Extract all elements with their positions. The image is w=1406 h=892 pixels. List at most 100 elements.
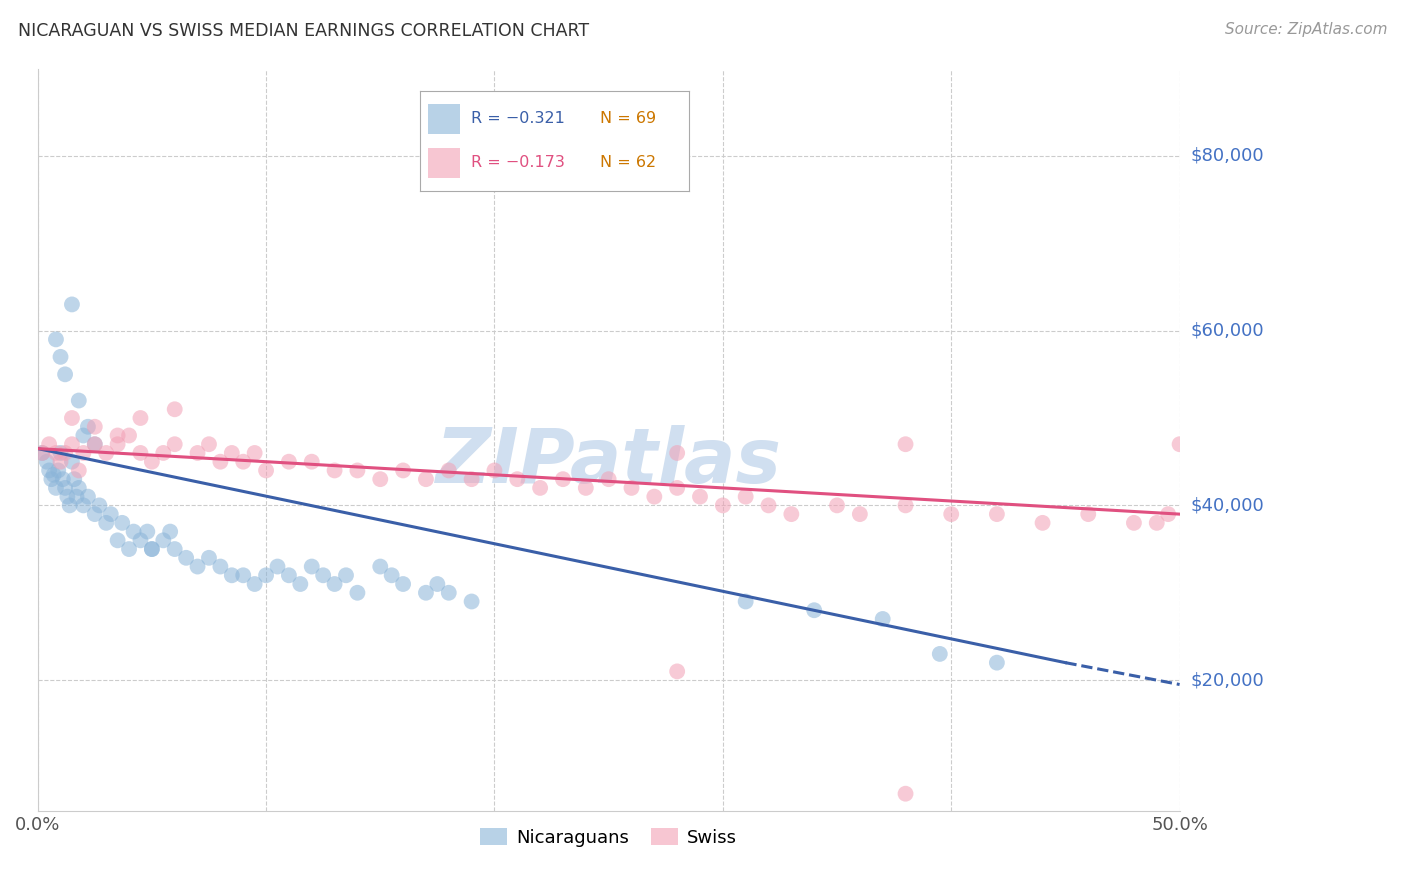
Point <box>894 787 917 801</box>
Point <box>67 463 90 477</box>
Point <box>232 568 254 582</box>
Point <box>53 481 76 495</box>
Point <box>46 463 69 477</box>
Point <box>894 437 917 451</box>
Text: ZIPatlas: ZIPatlas <box>436 425 782 500</box>
Point <box>159 524 181 539</box>
Point <box>198 437 221 451</box>
Point <box>31 446 53 460</box>
Point <box>243 577 266 591</box>
Point <box>38 437 60 451</box>
Point <box>301 559 323 574</box>
Point <box>53 368 76 382</box>
Point <box>52 472 75 486</box>
Point <box>187 559 209 574</box>
Point <box>529 481 551 495</box>
Point <box>129 533 152 548</box>
Point <box>122 524 145 539</box>
Point <box>96 446 118 460</box>
Point <box>67 393 90 408</box>
Point <box>1122 516 1144 530</box>
Point <box>426 577 449 591</box>
Point <box>60 437 83 451</box>
Point <box>643 490 665 504</box>
Point <box>63 472 86 486</box>
Point <box>163 402 186 417</box>
Text: NICARAGUAN VS SWISS MEDIAN EARNINGS CORRELATION CHART: NICARAGUAN VS SWISS MEDIAN EARNINGS CORR… <box>18 22 589 40</box>
Point <box>118 542 141 557</box>
Legend: Nicaraguans, Swiss: Nicaraguans, Swiss <box>472 821 744 855</box>
Point <box>323 463 346 477</box>
Point <box>392 577 415 591</box>
Point <box>392 463 415 477</box>
Point <box>111 516 134 530</box>
Point <box>415 472 437 486</box>
Point <box>1146 516 1168 530</box>
Point <box>141 542 163 557</box>
Point <box>83 437 105 451</box>
Text: $20,000: $20,000 <box>1191 671 1264 690</box>
Point <box>460 594 482 608</box>
Point <box>1157 507 1180 521</box>
Point <box>67 481 90 495</box>
Point <box>49 446 72 460</box>
Point <box>666 446 689 460</box>
Point <box>107 437 129 451</box>
Point <box>31 446 53 460</box>
Point <box>734 490 756 504</box>
Point <box>551 472 574 486</box>
Point <box>174 550 197 565</box>
Point <box>209 455 232 469</box>
Point <box>100 507 122 521</box>
Point <box>72 428 94 442</box>
Text: Source: ZipAtlas.com: Source: ZipAtlas.com <box>1225 22 1388 37</box>
Point <box>335 568 357 582</box>
Point <box>89 499 111 513</box>
Point <box>152 533 174 548</box>
Point <box>803 603 825 617</box>
Point <box>35 455 58 469</box>
Point <box>53 446 76 460</box>
Point <box>346 586 368 600</box>
Point <box>209 559 232 574</box>
Point <box>941 507 963 521</box>
Point <box>872 612 894 626</box>
Point <box>484 463 506 477</box>
Point <box>163 437 186 451</box>
Point <box>77 490 100 504</box>
Text: $60,000: $60,000 <box>1191 322 1264 340</box>
Point <box>825 499 848 513</box>
Point <box>254 463 277 477</box>
Point <box>437 463 460 477</box>
Point <box>136 524 159 539</box>
Point <box>65 490 87 504</box>
Point <box>986 507 1008 521</box>
Point <box>506 472 529 486</box>
Point <box>141 542 163 557</box>
Point <box>83 419 105 434</box>
Point <box>60 455 83 469</box>
Point <box>415 586 437 600</box>
Point <box>221 568 243 582</box>
Point <box>45 332 67 346</box>
Point <box>666 665 689 679</box>
Point <box>323 577 346 591</box>
Point <box>277 455 299 469</box>
Point <box>107 428 129 442</box>
Point <box>780 507 803 521</box>
Point <box>928 647 950 661</box>
Point <box>666 481 689 495</box>
Point <box>221 446 243 460</box>
Point <box>894 499 917 513</box>
Point <box>187 446 209 460</box>
Point <box>49 455 72 469</box>
Point <box>1032 516 1054 530</box>
Point <box>1168 437 1191 451</box>
Point <box>198 550 221 565</box>
Point <box>60 297 83 311</box>
Point <box>56 490 79 504</box>
Point <box>41 472 63 486</box>
Point <box>734 594 756 608</box>
Point <box>620 481 643 495</box>
Point <box>163 542 186 557</box>
